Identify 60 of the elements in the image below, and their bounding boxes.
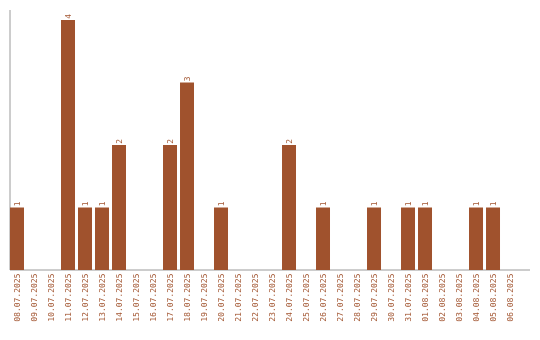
- x-tick-label: 26.07.2025: [320, 274, 326, 322]
- data-label: 2: [167, 140, 173, 144]
- x-tick-label: 24.07.2025: [286, 274, 292, 322]
- bar: [214, 208, 228, 270]
- x-tick-label: 05.08.2025: [490, 274, 496, 322]
- x-tick-label: 19.07.2025: [200, 274, 208, 321]
- data-label: 3: [184, 77, 190, 81]
- x-tick-label: 20.07.2025: [218, 274, 224, 322]
- x-tick-label: 04.08.2025: [472, 274, 480, 322]
- x-tick-label: 10.07.2025: [48, 274, 54, 321]
- x-tick-label: 14.07.2025: [116, 274, 122, 321]
- x-tick-label: 01.08.2025: [422, 274, 428, 322]
- bar: [367, 208, 382, 270]
- bar: [61, 20, 76, 270]
- data-label: 1: [422, 202, 428, 206]
- bar: [282, 145, 296, 270]
- bar: [78, 208, 92, 270]
- x-tick-label: 21.07.2025: [234, 274, 242, 322]
- data-label: 1: [490, 202, 496, 206]
- x-tick-label: 30.07.2025: [388, 274, 394, 322]
- data-label: 1: [473, 202, 479, 206]
- bar: [180, 82, 194, 270]
- x-tick-label: 22.07.2025: [252, 274, 258, 322]
- data-label: 1: [320, 202, 326, 206]
- x-tick-label: 28.07.2025: [354, 274, 360, 322]
- bar: [486, 208, 500, 270]
- bar: [163, 145, 178, 270]
- bar: [95, 208, 109, 270]
- bar: [316, 208, 330, 270]
- x-tick-label: 08.07.2025: [14, 274, 20, 322]
- x-tick-label: 15.07.2025: [132, 274, 140, 321]
- x-tick-label: 12.07.2025: [82, 274, 88, 321]
- x-tick-label: 11.07.2025: [64, 274, 72, 321]
- data-label: 1: [371, 202, 377, 206]
- bar: [10, 208, 24, 270]
- data-label: 1: [99, 202, 105, 206]
- data-label: 1: [218, 202, 224, 206]
- bar: [401, 208, 416, 270]
- x-tick-label: 03.08.2025: [456, 274, 462, 322]
- x-tick-label: 27.07.2025: [336, 274, 344, 322]
- x-tick-label: 02.08.2025: [438, 274, 446, 322]
- x-tick-label: 29.07.2025: [370, 274, 378, 322]
- x-tick-label: 09.07.2025: [30, 274, 38, 322]
- bar: [418, 208, 432, 270]
- data-label: 1: [405, 202, 411, 206]
- x-tick-label: 23.07.2025: [268, 274, 276, 322]
- bar: [112, 145, 126, 270]
- x-tick-label: 25.07.2025: [302, 274, 310, 322]
- data-label: 2: [116, 140, 122, 144]
- bar: [469, 208, 484, 270]
- x-tick-label: 13.07.2025: [98, 274, 106, 321]
- data-label: 1: [14, 202, 20, 206]
- x-tick-label: 06.08.2025: [506, 274, 514, 322]
- data-label: 4: [65, 14, 71, 18]
- x-tick-label: 17.07.2025: [166, 274, 174, 321]
- data-label: 1: [82, 202, 88, 206]
- x-tick-label: 31.07.2025: [404, 274, 412, 322]
- x-tick-label: 18.07.2025: [184, 274, 190, 321]
- data-label: 2: [286, 140, 292, 144]
- x-tick-label: 16.07.2025: [150, 274, 156, 321]
